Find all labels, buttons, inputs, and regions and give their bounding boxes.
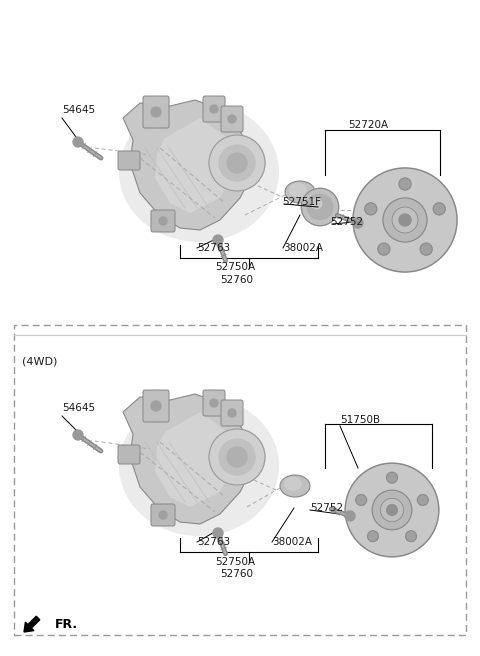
- Ellipse shape: [289, 183, 307, 197]
- Text: (4WD): (4WD): [22, 357, 58, 367]
- Circle shape: [372, 490, 412, 530]
- Circle shape: [380, 499, 404, 522]
- Circle shape: [301, 188, 339, 226]
- Circle shape: [209, 429, 265, 485]
- FancyBboxPatch shape: [118, 151, 140, 170]
- Circle shape: [386, 504, 397, 516]
- Circle shape: [383, 198, 427, 242]
- FancyBboxPatch shape: [143, 96, 169, 128]
- Text: 52760: 52760: [220, 275, 253, 285]
- Circle shape: [356, 495, 367, 505]
- Bar: [14, 325, 466, 635]
- Circle shape: [228, 409, 236, 417]
- Circle shape: [365, 203, 377, 215]
- FancyBboxPatch shape: [143, 390, 169, 422]
- Circle shape: [420, 243, 432, 255]
- Circle shape: [368, 531, 378, 542]
- Circle shape: [418, 495, 428, 505]
- Ellipse shape: [119, 102, 279, 242]
- FancyBboxPatch shape: [151, 504, 175, 526]
- Circle shape: [386, 472, 397, 483]
- Ellipse shape: [285, 181, 315, 203]
- Text: 52750A: 52750A: [215, 557, 255, 567]
- FancyBboxPatch shape: [151, 210, 175, 232]
- Circle shape: [406, 531, 417, 542]
- Circle shape: [345, 511, 355, 521]
- Circle shape: [219, 439, 255, 475]
- Circle shape: [159, 217, 167, 225]
- Polygon shape: [123, 100, 253, 230]
- Text: 38002A: 38002A: [283, 243, 323, 253]
- Circle shape: [399, 214, 411, 226]
- Circle shape: [159, 511, 167, 519]
- Circle shape: [219, 145, 255, 181]
- FancyArrow shape: [24, 616, 40, 632]
- Polygon shape: [155, 412, 235, 507]
- Circle shape: [399, 178, 411, 190]
- Ellipse shape: [284, 477, 302, 491]
- Text: 52763: 52763: [197, 537, 230, 547]
- Text: 54645: 54645: [62, 105, 95, 115]
- FancyBboxPatch shape: [118, 445, 140, 464]
- Circle shape: [210, 399, 218, 407]
- Text: 52752: 52752: [310, 503, 343, 513]
- Text: 38002A: 38002A: [272, 537, 312, 547]
- Circle shape: [210, 105, 218, 113]
- Text: 52751F: 52751F: [282, 197, 321, 207]
- Circle shape: [392, 207, 418, 233]
- FancyBboxPatch shape: [203, 96, 225, 122]
- Polygon shape: [123, 394, 253, 524]
- Circle shape: [151, 107, 161, 117]
- Text: 51750B: 51750B: [340, 415, 380, 425]
- Text: 52750A: 52750A: [215, 262, 255, 272]
- Circle shape: [307, 194, 333, 220]
- Text: 52720A: 52720A: [348, 120, 388, 130]
- FancyBboxPatch shape: [221, 400, 243, 426]
- Circle shape: [345, 463, 439, 557]
- FancyBboxPatch shape: [221, 106, 243, 132]
- Ellipse shape: [280, 475, 310, 497]
- Circle shape: [73, 430, 83, 440]
- Text: 54645: 54645: [62, 403, 95, 413]
- Circle shape: [213, 528, 223, 538]
- Circle shape: [228, 115, 236, 123]
- FancyBboxPatch shape: [203, 390, 225, 416]
- Circle shape: [227, 447, 247, 467]
- Text: 52752: 52752: [330, 217, 363, 227]
- Ellipse shape: [119, 396, 279, 536]
- Circle shape: [213, 235, 223, 245]
- Circle shape: [209, 135, 265, 191]
- Circle shape: [353, 218, 363, 228]
- Circle shape: [73, 137, 83, 147]
- Circle shape: [227, 153, 247, 173]
- Text: 52760: 52760: [220, 569, 253, 579]
- Polygon shape: [155, 118, 235, 213]
- Circle shape: [433, 203, 445, 215]
- Circle shape: [151, 401, 161, 411]
- Text: FR.: FR.: [55, 619, 78, 632]
- Circle shape: [353, 168, 457, 272]
- Text: 52763: 52763: [197, 243, 230, 253]
- Circle shape: [312, 199, 322, 209]
- Circle shape: [378, 243, 390, 255]
